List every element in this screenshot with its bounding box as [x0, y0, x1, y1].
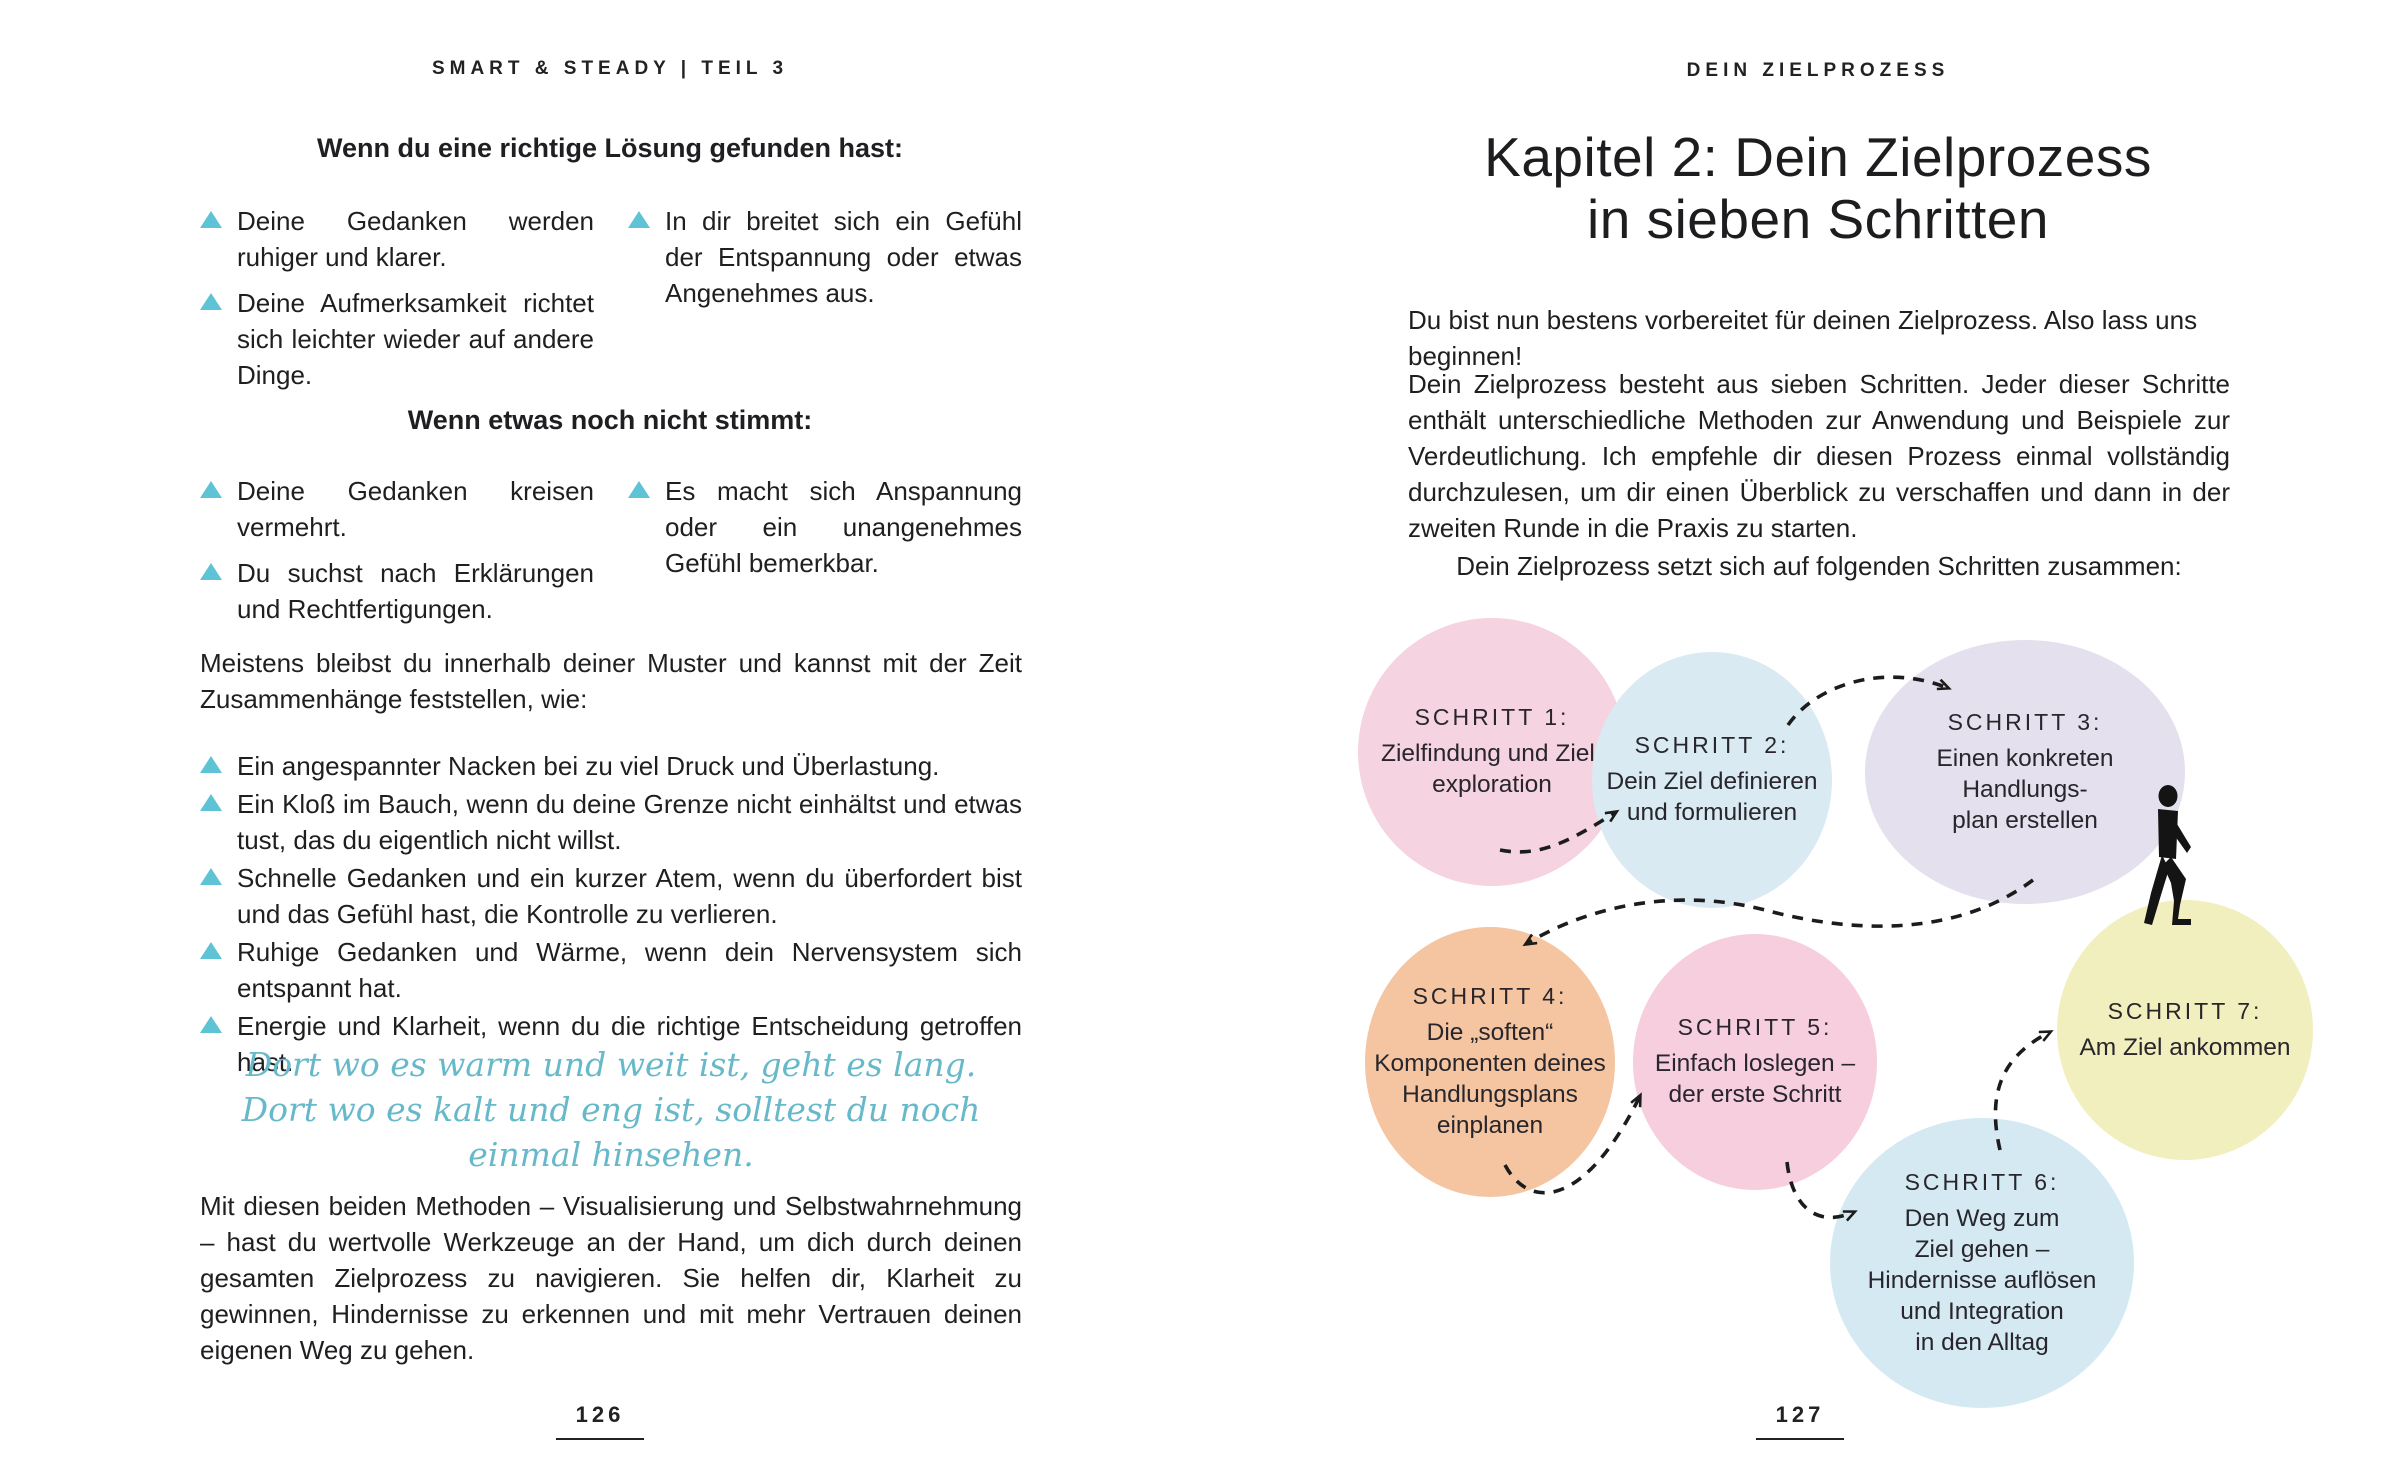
step-text-line: Komponenten deines [1374, 1050, 1606, 1077]
list-item-text: Ruhige Gedanken und Wärme, wenn dein Ner… [237, 937, 1022, 1003]
list-item: Du suchst nach Erklärungen und Rechtfert… [200, 555, 594, 627]
intro-paragraph-3: Dein Zielprozess setzt sich auf folgende… [1456, 551, 2182, 581]
bullet-column: Deine Gedanken werden ruhiger und klarer… [200, 203, 594, 393]
step-text-line: Ziel gehen – [1914, 1235, 2050, 1263]
triangle-bullet-icon [200, 563, 222, 580]
step-label: SCHRITT 6: [1904, 1168, 2060, 1195]
list-item: Deine Gedanken kreisen vermehrt. [200, 473, 594, 545]
step-label: SCHRITT 3: [1947, 708, 2103, 735]
step-circle-4: SCHRITT 4: Die „soften“ Komponenten dein… [1365, 927, 1615, 1197]
list-item-text: Deine Gedanken werden ruhiger und klarer… [237, 206, 594, 272]
chapter-title: Kapitel 2: Dein Zielprozess in sieben Sc… [1358, 126, 2278, 250]
chapter-title-line1: Kapitel 2: Dein Zielprozess [1484, 126, 2152, 188]
pattern-list: Ein angespannter Nacken bei zu viel Druc… [200, 748, 1022, 1080]
paragraph-patterns: Meistens bleibst du innerhalb deiner Mus… [200, 648, 1022, 714]
step-text-line: Dein Ziel definieren [1606, 768, 1818, 795]
step-label: SCHRITT 7: [2107, 997, 2263, 1024]
step-text-line: Den Weg zum [1904, 1204, 2060, 1232]
step-text-line: Zielfindung und Ziel- [1381, 740, 1603, 767]
bullet-columns-not-right: Deine Gedanken kreisen vermehrt. Du such… [200, 473, 1022, 627]
step-text-line: Hindernisse auflösen [1867, 1266, 2097, 1294]
page-number-left: 126 [555, 1402, 645, 1440]
list-item-text: Ein angespannter Nacken bei zu viel Druc… [237, 751, 940, 781]
step-text-line: Handlungs- [1962, 775, 2088, 803]
list-item: Deine Aufmerksamkeit richtet sich leicht… [200, 285, 594, 393]
list-item: Ruhige Gedanken und Wärme, wenn dein Ner… [200, 934, 1022, 1006]
list-item: Es macht sich Anspannung oder ein unange… [628, 473, 1022, 581]
chapter-title-line2: in sieben Schritten [1587, 188, 2049, 250]
running-head-left: SMART & STEADY | TEIL 3 [431, 58, 789, 79]
list-item: Ein Kloß im Bauch, wenn du deine Grenze … [200, 786, 1022, 858]
step-circle-7: SCHRITT 7: Am Ziel ankommen [2057, 900, 2313, 1160]
triangle-bullet-icon [200, 942, 222, 959]
section-heading-not-right: Wenn etwas noch nicht stimmt: [407, 405, 813, 435]
step-text-line: Am Ziel ankommen [2079, 1033, 2291, 1061]
bullet-columns-solution: Deine Gedanken werden ruhiger und klarer… [200, 203, 1022, 393]
triangle-bullet-icon [200, 756, 222, 773]
triangle-bullet-icon [628, 211, 650, 228]
intro-paragraph-1: Du bist nun bestens vorbereitet für dein… [1408, 305, 2198, 371]
triangle-bullet-icon [200, 481, 222, 498]
bullet-column: Es macht sich Anspannung oder ein unange… [628, 473, 1022, 627]
step-circle-3: SCHRITT 3: Einen konkreten Handlungs- pl… [1865, 640, 2185, 904]
step-text-line: Handlungsplans [1402, 1081, 1578, 1108]
step-circle-6: SCHRITT 6: Den Weg zum Ziel gehen – Hind… [1830, 1118, 2134, 1408]
step-circle-5: SCHRITT 5: Einfach loslegen – der erste … [1633, 934, 1877, 1190]
list-item: Deine Gedanken werden ruhiger und klarer… [200, 203, 594, 275]
list-item: Energie und Klarheit, wenn du die richti… [200, 1008, 1022, 1080]
step-text-line: der erste Schritt [1668, 1081, 1842, 1108]
list-item-text: Deine Aufmerksamkeit richtet sich leicht… [237, 288, 594, 390]
running-head-right: DEIN ZIELPROZESS [1686, 60, 1950, 81]
step-label: SCHRITT 1: [1414, 704, 1570, 730]
list-item: Schnelle Gedanken und ein kurzer Atem, w… [200, 860, 1022, 932]
step-text-line: und formulieren [1626, 799, 1798, 826]
step-circle-2: SCHRITT 2: Dein Ziel definieren und form… [1592, 652, 1832, 908]
step-text-line: Die „soften“ [1426, 1019, 1554, 1046]
step-text-line: und Integration [1900, 1297, 2064, 1325]
step-label: SCHRITT 4: [1412, 983, 1568, 1009]
step-text-line: plan erstellen [1952, 806, 2098, 834]
triangle-bullet-icon [628, 481, 650, 498]
step-circle-1: SCHRITT 1: Zielfindung und Ziel- explora… [1358, 618, 1626, 886]
list-item-text: Es macht sich Anspannung oder ein unange… [665, 476, 1022, 578]
triangle-bullet-icon [200, 211, 222, 228]
step-text-line: Einfach loslegen – [1654, 1050, 1856, 1077]
list-item-text: Energie und Klarheit, wenn du die richti… [237, 1011, 1022, 1077]
closing-paragraph: Mit diesen beiden Methoden – Visualisier… [200, 1191, 1022, 1365]
section-heading-solution: Wenn du eine richtige Lösung gefunden ha… [316, 133, 903, 163]
step-label: SCHRITT 5: [1677, 1014, 1833, 1040]
triangle-bullet-icon [200, 868, 222, 885]
list-item: In dir breitet sich ein Gefühl der Entsp… [628, 203, 1022, 311]
intro-paragraph-2: Dein Zielprozess besteht aus sieben Schr… [1408, 369, 2230, 543]
list-item-text: Deine Gedanken kreisen vermehrt. [237, 476, 594, 542]
list-item-text: Ein Kloß im Bauch, wenn du deine Grenze … [237, 789, 1022, 855]
list-item-text: Du suchst nach Erklärungen und Rechtfert… [237, 558, 594, 624]
step-text-line: in den Alltag [1915, 1328, 2049, 1356]
left-page: SMART & STEADY | TEIL 3 Wenn du eine ric… [200, 58, 1022, 1440]
triangle-bullet-icon [200, 293, 222, 310]
pull-quote: Dort wo es warm und weit ist, geht es la… [241, 1045, 981, 1174]
list-item-text: In dir breitet sich ein Gefühl der Entsp… [665, 206, 1022, 308]
list-item: Ein angespannter Nacken bei zu viel Druc… [200, 748, 1022, 784]
step-text-line: exploration [1432, 771, 1552, 798]
triangle-bullet-icon [200, 794, 222, 811]
bullet-column: Deine Gedanken kreisen vermehrt. Du such… [200, 473, 594, 627]
triangle-bullet-icon [200, 1016, 222, 1033]
page-number-right: 127 [1755, 1402, 1845, 1440]
step-text-line: Einen konkreten [1936, 744, 2114, 772]
step-text-line: einplanen [1436, 1112, 1544, 1139]
right-page: DEIN ZIELPROZESS Kapitel 2: Dein Zielpro… [1200, 0, 2400, 1482]
bullet-column: In dir breitet sich ein Gefühl der Entsp… [628, 203, 1022, 393]
step-label: SCHRITT 2: [1634, 732, 1790, 758]
list-item-text: Schnelle Gedanken und ein kurzer Atem, w… [237, 863, 1022, 929]
